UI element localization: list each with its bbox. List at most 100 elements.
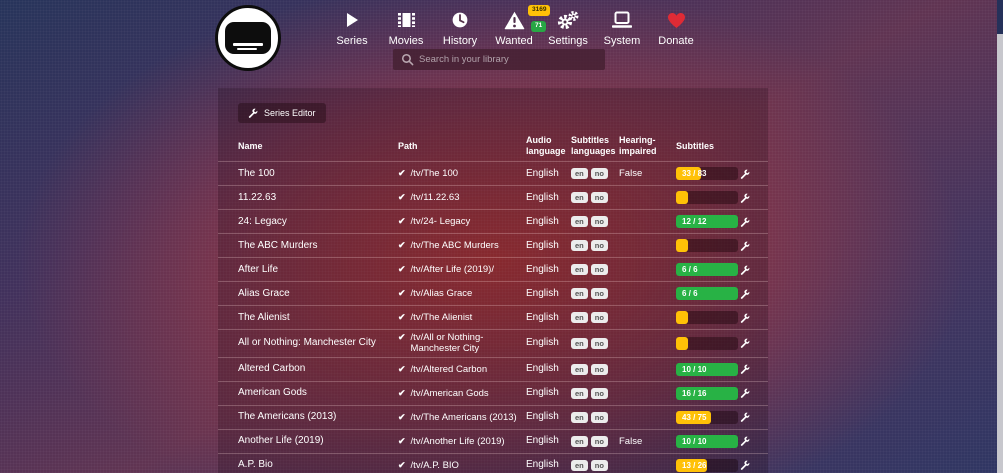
series-name[interactable]: Altered Carbon [238,363,306,375]
series-path: ✔ /tv/The 100 [398,168,526,179]
edit-series-button[interactable] [740,289,750,299]
hearing-impaired-value: False [619,167,643,179]
header-subtitles: Subtitles [676,140,715,151]
edit-series-button[interactable] [740,169,750,179]
series-name[interactable]: 11.22.63 [238,191,277,203]
nav-item-movies[interactable]: Movies [379,9,433,47]
subtitles-progress-fill [676,191,689,204]
clock-icon [451,9,469,31]
scrollbar-thumb[interactable] [997,0,1003,34]
nav-label: Wanted [495,35,533,47]
subtitles-progress-label: 16 / 16 [682,388,707,398]
subtitles-languages: en no [571,239,619,252]
edit-series-button[interactable] [740,217,750,227]
language-badge: no [590,337,608,350]
audio-language: English [526,435,559,447]
subtitles-languages: en no [571,263,619,276]
series-name[interactable]: A.P. Bio [238,459,273,471]
series-path: ✔ /tv/Another Life (2019) [398,436,526,447]
language-badge: en [571,239,588,252]
subtitles-progress-bar [676,336,738,350]
audio-language: English [526,215,559,227]
language-badge: en [571,411,588,424]
language-badge: en [571,387,588,400]
series-name[interactable]: The ABC Murders [238,239,318,251]
header-audio: Audio language [526,135,566,156]
subtitles-progress-bar: 33 / 83 [676,167,738,180]
language-badge: no [590,263,608,276]
edit-series-button[interactable] [740,313,750,323]
check-icon: ✔ [398,239,406,250]
subtitles-progress-fill [676,362,738,376]
scrollbar[interactable] [997,0,1003,473]
audio-language: English [526,337,559,349]
series-name[interactable]: Another Life (2019) [238,435,324,447]
series-path: ✔ /tv/Altered Carbon [398,364,526,375]
series-name[interactable]: The 100 [238,167,275,179]
series-path: ✔ /tv/After Life (2019)/ [398,264,526,275]
check-icon: ✔ [398,435,406,446]
edit-series-button[interactable] [740,460,750,471]
language-badge: en [571,337,588,350]
series-name[interactable]: The Alienist [238,311,290,323]
series-name[interactable]: 24: Legacy [238,215,287,227]
edit-series-button[interactable] [740,241,750,251]
nav-item-wanted[interactable]: Wanted 3169 71 [487,5,551,47]
series-path-text: /tv/The Alienist [410,311,473,323]
audio-language: English [526,263,559,275]
language-badge: en [571,459,588,472]
table-row: After Life ✔ /tv/After Life (2019)/ Engl… [218,257,768,281]
table-row: The Americans (2013) ✔ /tv/The Americans… [218,404,768,429]
series-panel: Series Editor Name Path Audio language S… [218,88,768,473]
audio-language: English [526,411,559,423]
audio-language: English [526,363,559,375]
edit-series-button[interactable] [740,412,750,423]
language-badge: en [571,287,588,300]
series-path: ✔ /tv/The Americans (2013) [398,412,526,423]
series-name[interactable]: The Americans (2013) [238,411,337,423]
nav-item-donate[interactable]: Donate [649,9,703,47]
subtitles-progress-bar: 12 / 12 [676,215,738,228]
subtitles-progress-fill [676,215,738,228]
edit-series-button[interactable] [740,265,750,275]
check-icon: ✔ [398,263,406,274]
series-path-text: /tv/11.22.63 [410,191,460,203]
header-name: Name [238,140,263,151]
wrench-icon [740,460,750,471]
nav-item-series[interactable]: Series [325,9,379,47]
nav-label: History [442,35,478,47]
edit-series-button[interactable] [740,193,750,203]
bazarr-logo[interactable] [215,5,281,71]
wrench-icon [740,289,750,299]
subtitles-languages: en no [571,363,619,376]
language-badge: no [590,411,608,424]
nav-item-system[interactable]: System [595,9,649,47]
nav-item-settings[interactable]: Settings [541,9,595,47]
audio-language: English [526,387,559,399]
subtitles-progress-fill [676,167,701,180]
series-path: ✔ /tv/The Alienist [398,312,526,323]
series-name[interactable]: After Life [238,263,279,275]
edit-series-button[interactable] [740,388,750,399]
series-editor-button[interactable]: Series Editor [238,103,326,123]
subtitles-progress-bar: 16 / 16 [676,386,738,400]
edit-series-button[interactable] [740,364,750,375]
series-name[interactable]: American Gods [238,387,307,399]
top-navigation: Series Movies History [0,0,1003,82]
series-name[interactable]: All or Nothing: Manchester City [238,337,376,349]
search-input[interactable] [414,54,605,65]
subtitles-progress-label: 10 / 10 [682,436,707,446]
laptop-icon [612,9,632,31]
subtitles-progress-label: 6 / 6 [682,289,698,298]
edit-series-button[interactable] [740,436,750,447]
subtitles-progress-bar: 6 / 6 [676,263,738,276]
nav-item-history[interactable]: History [433,9,487,47]
audio-language: English [526,311,559,323]
series-path-text: /tv/The ABC Murders [410,239,499,251]
edit-series-button[interactable] [740,338,750,349]
series-name[interactable]: Alias Grace [238,287,290,299]
series-editor-label: Series Editor [264,108,316,118]
table-row: Another Life (2019) ✔ /tv/Another Life (… [218,428,768,453]
subtitles-progress-label: 12 / 12 [682,217,707,226]
bazarr-logo-screen [225,22,271,54]
